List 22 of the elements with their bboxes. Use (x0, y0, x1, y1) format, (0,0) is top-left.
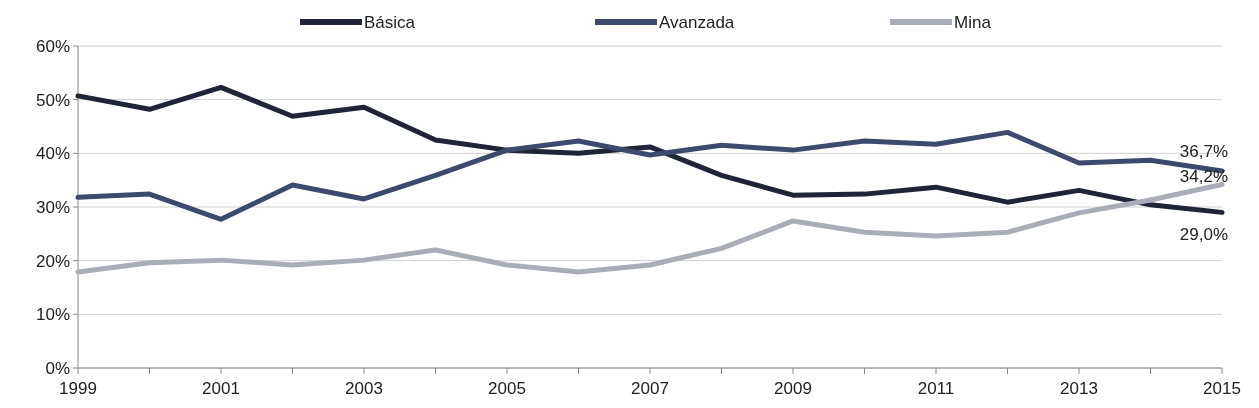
y-tick-label: 40% (35, 144, 70, 164)
y-tick-label: 0% (45, 358, 70, 378)
y-tick-label: 60% (35, 36, 70, 56)
x-tick-label: 1999 (59, 379, 97, 398)
x-tick-label: 2005 (488, 379, 526, 398)
legend-label: Básica (364, 12, 416, 32)
x-tick-label: 2011 (917, 379, 955, 398)
data-label: 29,0% (1179, 225, 1228, 245)
data-label: 36,7% (1179, 142, 1228, 162)
y-tick-label: 10% (35, 305, 70, 325)
data-label: 34,2% (1179, 167, 1228, 187)
x-tick-label: 2003 (345, 379, 383, 398)
x-tick-label: 2013 (1060, 379, 1098, 398)
x-tick-label: 2009 (774, 379, 812, 398)
y-tick-label: 30% (35, 197, 70, 217)
legend-label: Avanzada (659, 12, 735, 32)
legend-label: Mina (954, 12, 992, 32)
y-tick-label: 20% (35, 251, 70, 271)
x-tick-label: 2001 (202, 379, 240, 398)
x-tick-label: 2015 (1203, 379, 1241, 398)
y-tick-label: 50% (35, 90, 70, 110)
x-tick-label: 2007 (631, 379, 669, 398)
